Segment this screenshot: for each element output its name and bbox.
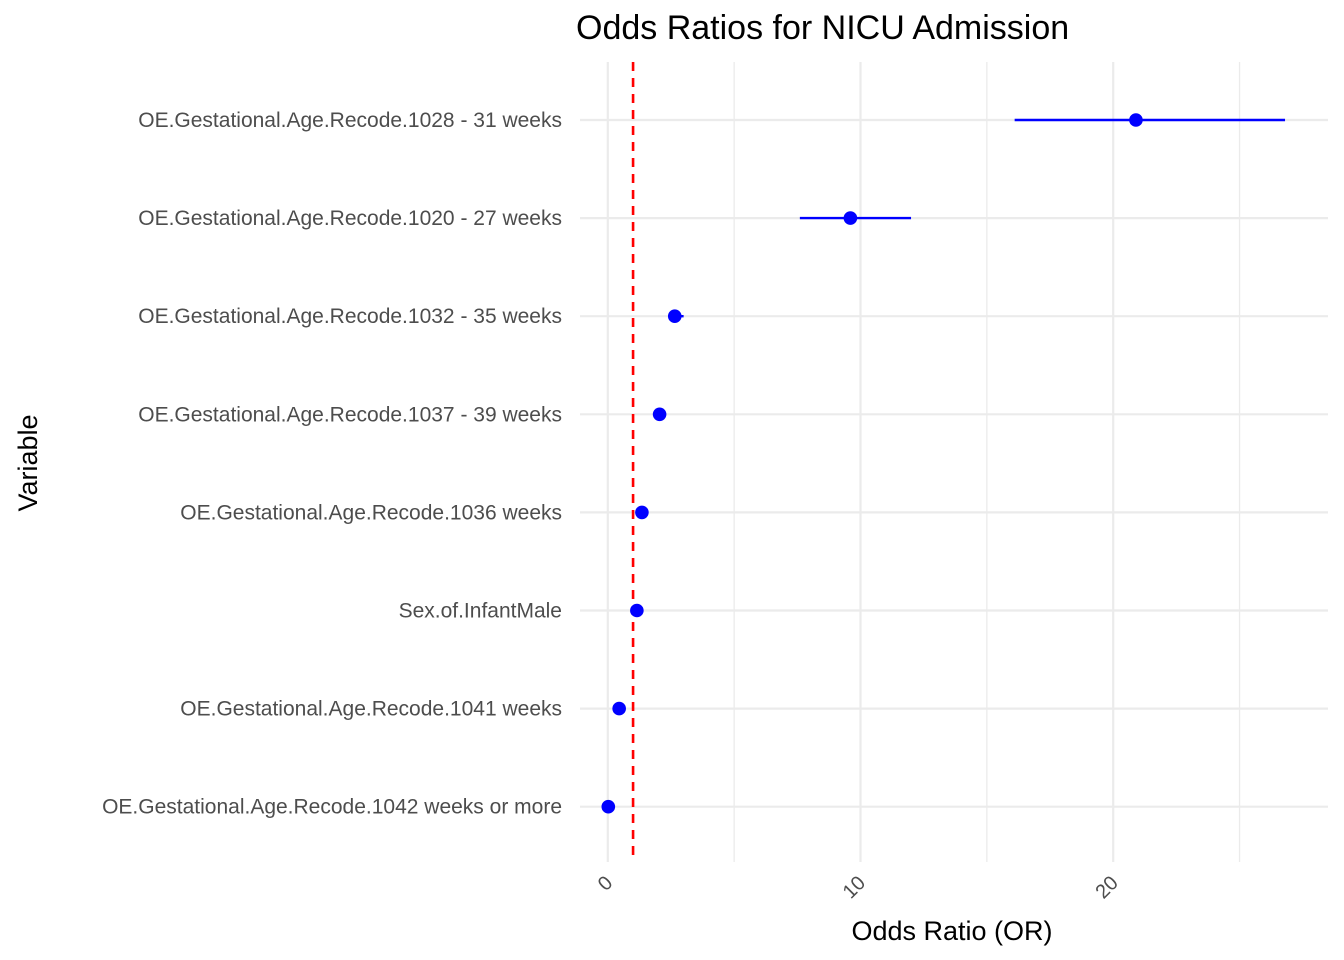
y-tick-label: OE.Gestational.Age.Recode.1036 weeks bbox=[180, 501, 562, 524]
x-tick-label: 20 bbox=[1091, 872, 1122, 903]
y-tick-label: OE.Gestational.Age.Recode.1032 - 35 week… bbox=[138, 305, 562, 328]
y-tick-label: OE.Gestational.Age.Recode.1020 - 27 week… bbox=[138, 207, 562, 230]
or-point bbox=[612, 701, 626, 716]
y-tick-label: OE.Gestational.Age.Recode.1042 weeks or … bbox=[102, 796, 562, 819]
y-tick-label: OE.Gestational.Age.Recode.1041 weeks bbox=[180, 698, 562, 721]
or-point bbox=[635, 505, 649, 520]
x-tick-label: 10 bbox=[839, 872, 870, 903]
or-point bbox=[667, 309, 682, 324]
y-tick-label: OE.Gestational.Age.Recode.1028 - 31 week… bbox=[138, 109, 562, 132]
chart-title: Odds Ratios for NICU Admission bbox=[576, 9, 1069, 47]
y-tick-label: Sex.of.InfantMale bbox=[399, 600, 562, 623]
grid-layer bbox=[580, 62, 1328, 862]
ci-layer bbox=[608, 118, 1286, 808]
or-point bbox=[843, 211, 858, 225]
y-axis-title: Variable bbox=[13, 414, 43, 511]
y-tick-label: OE.Gestational.Age.Recode.1037 - 39 week… bbox=[138, 403, 562, 426]
x-tick-labels: 0 10 20 bbox=[594, 872, 1123, 903]
or-point bbox=[652, 407, 667, 422]
x-axis-title: Odds Ratio (OR) bbox=[851, 916, 1052, 946]
or-point bbox=[601, 799, 616, 814]
or-point bbox=[630, 603, 644, 618]
or-point bbox=[1129, 113, 1143, 127]
point-layer bbox=[601, 113, 1143, 814]
x-tick-label: 0 bbox=[594, 872, 617, 895]
y-tick-labels: OE.Gestational.Age.Recode.1028 - 31 week… bbox=[102, 109, 562, 819]
